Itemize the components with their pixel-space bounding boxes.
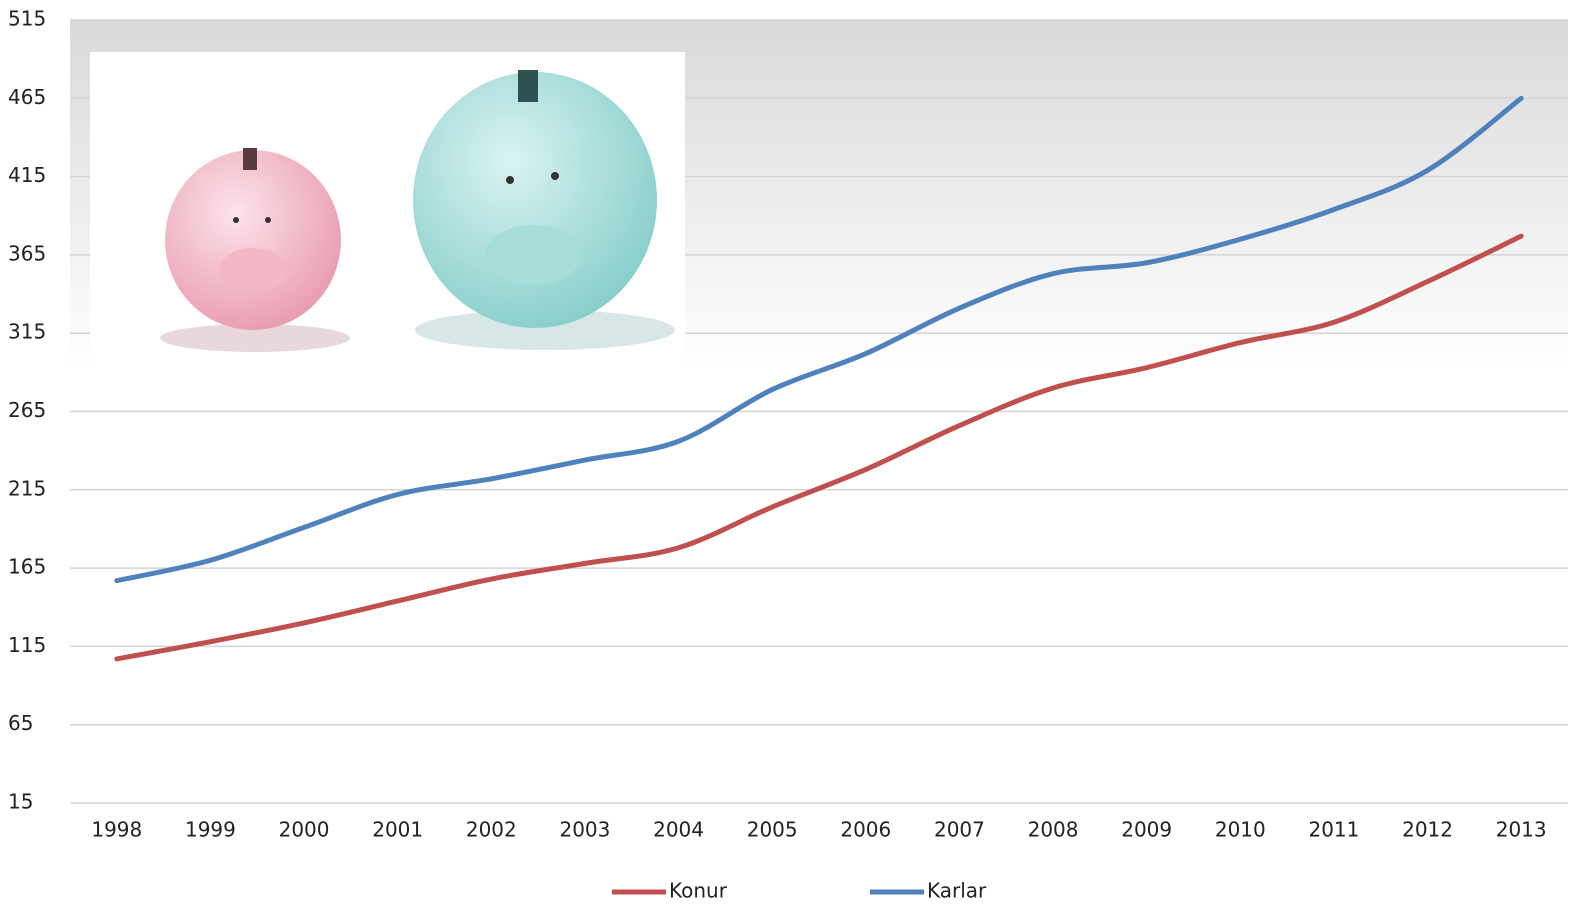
legend-label: Karlar bbox=[927, 879, 987, 903]
y-tick-label: 165 bbox=[8, 555, 46, 579]
x-tick-label: 2003 bbox=[559, 818, 610, 842]
marks bbox=[114, 95, 1524, 662]
y-tick-label: 415 bbox=[8, 163, 46, 187]
y-tick-label: 315 bbox=[8, 320, 46, 344]
legend-label: Konur bbox=[669, 879, 728, 903]
x-tick-label: 2011 bbox=[1308, 818, 1359, 842]
y-tick-label: 215 bbox=[8, 476, 46, 500]
y-tick-label: 65 bbox=[8, 711, 33, 735]
y-tick-label: 365 bbox=[8, 241, 46, 265]
x-tick-label: 2010 bbox=[1215, 818, 1266, 842]
x-tick-label: 1998 bbox=[91, 818, 142, 842]
x-tick-label: 2007 bbox=[934, 818, 985, 842]
y-tick-label: 115 bbox=[8, 633, 46, 657]
line-series bbox=[114, 95, 1524, 584]
x-tick-label: 2002 bbox=[466, 818, 517, 842]
y-tick-label: 265 bbox=[8, 398, 46, 422]
y-tick-label: 15 bbox=[8, 790, 33, 814]
x-tick-label: 2013 bbox=[1496, 818, 1547, 842]
x-tick-label: 2001 bbox=[372, 818, 423, 842]
piggy-image bbox=[90, 52, 685, 380]
x-tick-label: 2005 bbox=[747, 818, 798, 842]
y-tick-label: 465 bbox=[8, 85, 46, 109]
x-tick-label: 2009 bbox=[1121, 818, 1172, 842]
x-tick-label: 2006 bbox=[840, 818, 891, 842]
x-tick-label: 2008 bbox=[1028, 818, 1079, 842]
y-tick-label: 515 bbox=[8, 7, 46, 31]
line-series bbox=[114, 233, 1524, 662]
x-tick-label: 2012 bbox=[1402, 818, 1453, 842]
x-tick-label: 1999 bbox=[185, 818, 236, 842]
x-tick-label: 2000 bbox=[279, 818, 330, 842]
x-tick-label: 2004 bbox=[653, 818, 704, 842]
